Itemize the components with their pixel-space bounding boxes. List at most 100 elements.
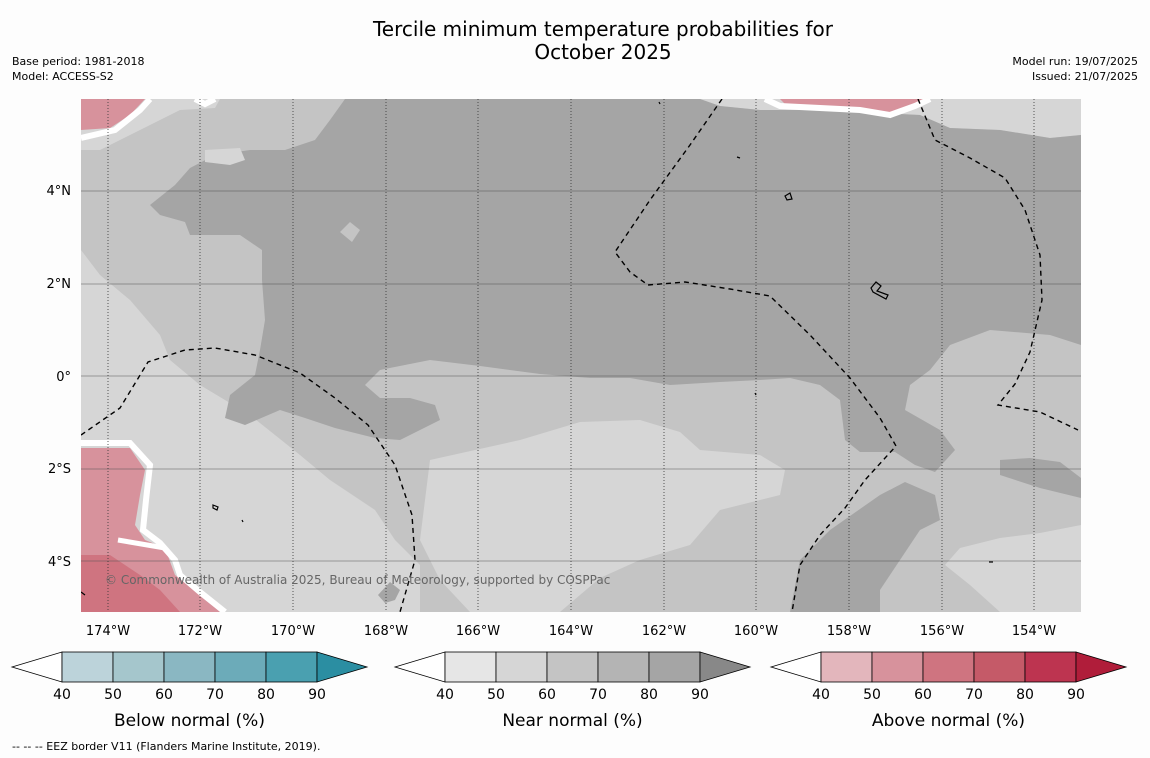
model-text: Model: ACCESS-S2 [12,70,114,83]
colorbar-tick-label: 80 [640,687,658,703]
colorbar-title: Below normal (%) [114,711,265,731]
colorbar-extend-low [393,651,446,683]
island-g [81,591,86,596]
meta-info-left: Base period: 1981-2018 Model: ACCESS-S2 [12,54,144,84]
near-normal-80-region-south [790,482,940,612]
colorbar-extend-high [699,651,752,683]
near-normal-50-islet [205,148,245,165]
colorbar-tick-label: 70 [206,687,224,703]
island-f [754,392,757,396]
meta-info-right: Model run: 19/07/2025 Issued: 21/07/2025 [1012,54,1138,84]
colorbar-tick-label: 70 [589,687,607,703]
white-contour-north-b [763,99,932,119]
lon-label: 168°W [364,624,408,639]
map-title-line1: Tercile minimum temperature probabilitie… [372,17,834,41]
white-contour-southwest-b [117,537,166,551]
near-normal-80-region-east [1000,458,1081,498]
colorbar-segment [597,651,650,683]
island-b [241,519,244,523]
issued-text: Issued: 21/07/2025 [1031,70,1138,83]
eez-footnote: -- -- -- EEZ border V11 (Flanders Marine… [12,740,321,753]
above-normal-50-region-north [780,99,928,112]
colorbar-segment [444,651,497,683]
eez-border-central [614,99,897,612]
lat-label: 2°S [48,462,71,477]
colorbar-extend-low [769,651,822,683]
base-period-text: Base period: 1981-2018 [12,55,145,68]
map-title-line2: October 2025 [534,40,672,64]
near-normal-60-islet [340,222,360,242]
lat-label: 4°N [47,184,72,199]
colorbar-tick-label: 50 [487,687,505,703]
colorbar-title: Near normal (%) [502,711,642,731]
colorbar-segment [163,651,216,683]
above-normal-50-region-northwest [81,99,145,130]
white-contour-north-a [193,99,217,108]
white-contour-northwest [81,99,153,141]
lon-label: 160°W [734,624,778,639]
longitude-labels: 174°W 172°W 170°W 168°W 166°W 164°W 162°… [86,624,1056,639]
colorbar-segment [214,651,267,683]
latitude-labels: 4°N 2°N 0° 2°S 4°S [47,184,72,570]
copyright-text: © Commonwealth of Australia 2025, Bureau… [105,573,610,587]
model-run-text: Model run: 19/07/2025 [1012,55,1138,68]
colorbar-near: 40 50 60 70 80 90 Near normal (%) [393,651,752,731]
colorbar-segment [495,651,548,683]
colorbar-tick-label: 80 [1016,687,1034,703]
colorbar-tick-label: 60 [914,687,932,703]
near-normal-50-region-south [420,420,785,612]
colorbar-segment [648,651,701,683]
colorbar-tick-label: 50 [863,687,881,703]
colorbar-tick-label: 60 [155,687,173,703]
islands [81,101,993,596]
colorbar-segment [1024,651,1077,683]
island-d [736,156,741,159]
island-kiritimati [870,281,889,300]
colorbar-segment [546,651,599,683]
near-normal-80-patch [378,582,400,603]
island-howland [784,192,793,201]
lon-label: 154°W [1012,624,1056,639]
colorbar-tick-label: 70 [965,687,983,703]
colorbar-extend-high [316,651,369,683]
colorbar-segment [922,651,975,683]
island-c [658,101,661,105]
colorbar-tick-label: 90 [308,687,326,703]
colorbar-extend-high [1075,651,1128,683]
near-normal-50-region-southeast [945,525,1081,612]
colorbar-segment [973,651,1026,683]
eez-borders [81,99,1079,612]
lon-label: 164°W [549,624,593,639]
white-contour-southwest [81,440,227,612]
lon-label: 166°W [456,624,500,639]
lat-label: 0° [56,370,71,385]
colorbar-extend-low [10,651,63,683]
island-a [212,504,219,511]
lon-label: 170°W [271,624,315,639]
colorbar-tick-label: 80 [257,687,275,703]
colorbar-tick-label: 60 [538,687,556,703]
latitude-gridlines [81,190,1081,562]
colorbar-tick-label: 90 [691,687,709,703]
lon-label: 156°W [920,624,964,639]
lat-label: 2°N [47,277,72,292]
near-normal-50-region-west [81,99,420,612]
colorbar-above: 40 50 60 70 80 90 Above normal (%) [769,651,1128,731]
lon-label: 172°W [178,624,222,639]
lon-label: 174°W [86,624,130,639]
above-normal-60-region-southwest [81,555,180,612]
colorbar-legends: 40 50 60 70 80 90 Below normal (%) 40 50 60 70 80 90… [10,651,1128,731]
map-title: Tercile minimum temperature probabilitie… [300,18,906,64]
colorbar-segment [61,651,114,683]
map-fill-area: © Commonwealth of Australia 2025, Bureau… [81,99,1081,612]
lat-label: 4°S [48,555,71,570]
colorbar-segment [112,651,165,683]
colorbar-tick-label: 40 [53,687,71,703]
near-normal-80-region-central [150,99,1081,472]
colorbar-below: 40 50 60 70 80 90 Below normal (%) [10,651,369,731]
colorbar-tick-label: 40 [812,687,830,703]
colorbar-segment [871,651,924,683]
colorbar-segment [820,651,873,683]
colorbar-tick-label: 40 [436,687,454,703]
